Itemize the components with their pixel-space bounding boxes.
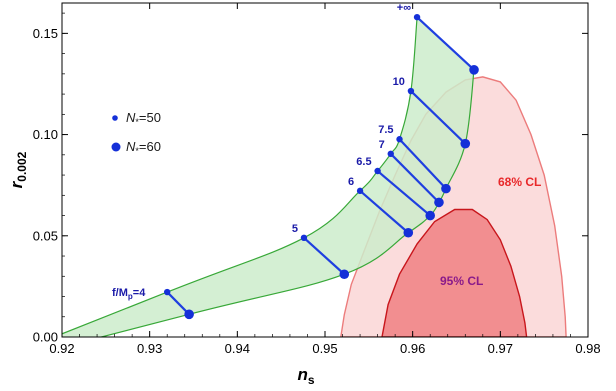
point-n60-7 (469, 65, 479, 75)
point-n50-3 (374, 167, 381, 175)
legend-marker-n60 (111, 142, 121, 152)
y-tick-label-1: 0.05 (33, 228, 58, 243)
point-n60-5 (441, 183, 451, 194)
x-axis-title: ns (297, 365, 314, 387)
point-label-6: 10 (393, 76, 405, 88)
annotation-fmp: f/Mp=4 (112, 287, 146, 301)
segment-4 (389, 153, 440, 204)
point-n60-0 (184, 309, 194, 320)
point-label-7: +∞ (397, 2, 411, 14)
legend-label-n60: N*=60 (126, 139, 161, 156)
point-n50-2 (356, 187, 364, 195)
cl95-label: 95% CL (440, 274, 483, 288)
segment-6 (410, 90, 467, 145)
point-label-1: 5 (292, 223, 298, 235)
x-tick-label-0: 0.92 (49, 341, 74, 356)
x-tick-label-4: 0.96 (400, 341, 425, 356)
region-cl95 (381, 208, 528, 337)
point-n50-1 (300, 234, 308, 242)
segment-3 (376, 170, 431, 217)
segment-1 (303, 236, 346, 276)
point-n50-5 (396, 136, 403, 143)
point-n60-6 (460, 138, 471, 149)
point-label-2: 6 (348, 176, 354, 188)
cl68-label: 68% CL (498, 175, 541, 189)
legend-marker-n50 (112, 115, 118, 121)
y-tick-label-3: 0.15 (33, 26, 58, 41)
legend-label-n50: N*=50 (126, 110, 161, 127)
point-n60-3 (425, 210, 436, 221)
x-tick-label-1: 0.93 (137, 341, 162, 356)
y-axis-title: r0.002 (7, 151, 29, 188)
y-tick-label-0: 0.00 (33, 330, 58, 345)
segment-5 (398, 138, 447, 190)
point-n60-4 (434, 197, 444, 208)
x-tick-label-2: 0.94 (225, 341, 250, 356)
segment-2 (359, 190, 410, 234)
point-n60-2 (403, 227, 414, 238)
segment-0 (166, 291, 190, 316)
legend: N*=50 N*=60 (111, 110, 161, 156)
point-n50-7 (413, 13, 421, 21)
point-n50-6 (407, 87, 415, 95)
point-n60-1 (339, 269, 350, 280)
point-n50-0 (164, 288, 171, 296)
point-label-4: 7 (379, 139, 385, 151)
y-tick-label-2: 0.10 (33, 127, 58, 142)
point-n50-4 (387, 150, 394, 158)
point-label-3: 6.5 (356, 156, 371, 168)
x-tick-label-6: 0.98 (575, 341, 600, 356)
x-tick-label-3: 0.95 (312, 341, 337, 356)
x-tick-label-5: 0.97 (488, 341, 513, 356)
segment-7 (416, 16, 475, 71)
point-label-5: 7.5 (378, 124, 393, 136)
